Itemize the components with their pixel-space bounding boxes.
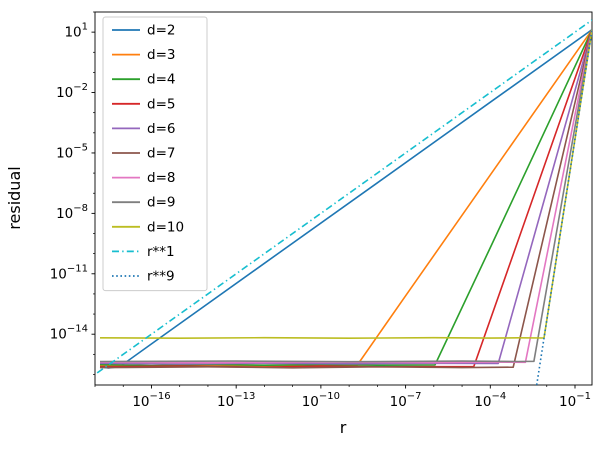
x-tick-label: 10−16 <box>132 391 170 410</box>
legend-item: r**1 <box>112 244 175 260</box>
legend-item: r**9 <box>112 269 175 285</box>
legend: d=2 d=3 d=4 d=5 d=6 d=7 d=8 d=9 d=10 r**1 r**9 <box>102 16 208 292</box>
series-line-d-4 <box>99 29 592 367</box>
y-tick-label: 101 <box>64 22 88 41</box>
x-tick-label: 10−10 <box>302 391 340 410</box>
series-line-d-9 <box>99 29 592 363</box>
legend-item: d=4 <box>112 72 175 88</box>
legend-label: d=2 <box>147 23 175 39</box>
legend-label: d=3 <box>147 47 175 63</box>
x-tick-label: 10−4 <box>474 391 506 410</box>
legend-item: d=5 <box>112 96 175 112</box>
series-line-d-7 <box>99 29 592 369</box>
legend-label: d=4 <box>147 72 175 88</box>
series-line-r-9 <box>535 29 592 385</box>
legend-item: d=3 <box>112 47 175 63</box>
legend-label: d=8 <box>147 170 175 186</box>
series-line-d-8 <box>99 29 592 364</box>
y-tick-label: 10−8 <box>56 203 88 222</box>
series-line-d-6 <box>99 29 592 365</box>
series-line-r-1 <box>96 19 592 374</box>
legend-item: d=6 <box>112 121 175 137</box>
legend-label: d=9 <box>147 195 175 211</box>
x-tick-label: 10−13 <box>217 391 255 410</box>
legend-label: d=10 <box>147 219 184 235</box>
y-tick-label: 10−11 <box>50 263 88 282</box>
y-axis-label: residual <box>5 166 24 229</box>
legend-label: d=7 <box>147 146 175 162</box>
legend-label: d=6 <box>147 121 175 137</box>
y-tick-label: 10−5 <box>56 142 88 161</box>
x-axis-label: r <box>340 418 347 437</box>
x-tick-label: 10−1 <box>559 391 591 410</box>
legend-item: d=10 <box>112 219 184 235</box>
legend-item: d=9 <box>112 195 175 211</box>
legend-box <box>102 16 208 292</box>
legend-item: d=8 <box>112 170 175 186</box>
y-tick-label: 10−2 <box>56 82 88 101</box>
plot-frame <box>94 11 593 386</box>
series-line-d-10 <box>99 29 592 339</box>
plot-lines <box>96 19 592 385</box>
legend-label: r**1 <box>147 244 175 260</box>
legend-item: d=2 <box>112 23 175 39</box>
legend-label: r**9 <box>147 269 175 285</box>
legend-label: d=5 <box>147 96 175 112</box>
x-tick-label: 10−7 <box>390 391 422 410</box>
y-tick-label: 10−14 <box>50 324 88 343</box>
legend-item: d=7 <box>112 146 175 162</box>
